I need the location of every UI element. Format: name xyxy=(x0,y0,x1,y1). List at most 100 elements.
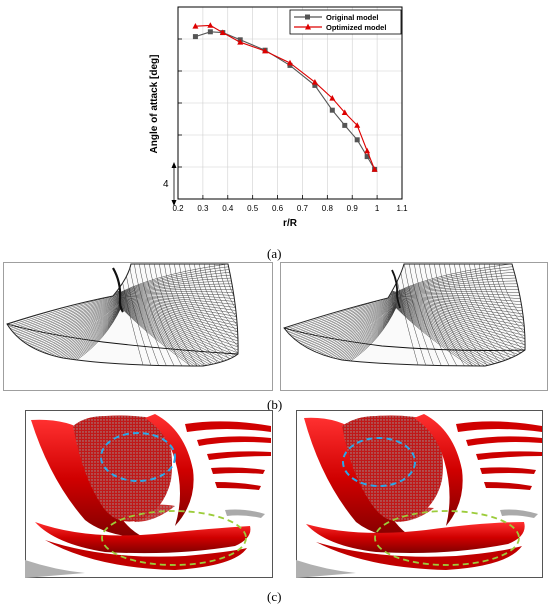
streamline xyxy=(223,264,239,366)
streamline xyxy=(7,301,239,362)
x-axis-label: r/R xyxy=(283,218,298,229)
streamline xyxy=(418,264,461,366)
streamline xyxy=(284,306,526,366)
streamline xyxy=(284,297,526,338)
streamline xyxy=(173,264,234,366)
point-optimized xyxy=(341,109,348,115)
streamline xyxy=(284,293,526,331)
streamline xyxy=(133,264,170,366)
highlight-ellipse-green xyxy=(101,510,247,566)
point-original xyxy=(354,137,360,143)
streamline xyxy=(284,294,526,333)
streamline xyxy=(443,264,501,366)
legend-original: Original model xyxy=(326,13,379,22)
x-tick-label: 1.1 xyxy=(396,204,408,213)
streamline xyxy=(284,296,526,337)
point-original xyxy=(192,34,198,40)
streamline xyxy=(284,295,526,335)
point-optimized xyxy=(329,95,336,101)
streamline xyxy=(198,264,239,366)
streamline xyxy=(438,264,493,366)
streamline xyxy=(7,300,239,355)
x-tick-label: 1 xyxy=(375,204,380,213)
streamline xyxy=(284,300,526,355)
x-tick-label: 0.7 xyxy=(297,204,309,213)
y-scale-arrow-down-icon xyxy=(171,200,177,206)
streamline xyxy=(413,264,453,366)
legend-triangle-marker-icon xyxy=(305,23,311,30)
point-optimized xyxy=(311,79,318,85)
streamline xyxy=(143,264,186,366)
streamline xyxy=(284,299,526,348)
streamline xyxy=(7,300,239,357)
streamline xyxy=(7,301,239,360)
point-original xyxy=(342,122,348,128)
point-original xyxy=(329,107,335,113)
point-optimized xyxy=(262,47,269,54)
point-optimized xyxy=(192,23,199,29)
streamline-image-original xyxy=(3,262,273,391)
chart-grid xyxy=(178,7,402,199)
streamline xyxy=(284,298,526,345)
streamline xyxy=(284,302,526,365)
aoa-chart: 0.2 0.3 0.4 0.5 0.6 0.7 0.8 0.9 1 1.1 r/R Angle o… xyxy=(149,6,408,229)
streamline xyxy=(284,303,526,366)
streamline xyxy=(218,264,239,366)
streamline xyxy=(408,264,445,366)
streamline xyxy=(153,264,202,366)
panel-a-caption: (a) xyxy=(267,246,282,261)
streamline xyxy=(7,302,239,365)
point-original xyxy=(207,29,213,35)
point-optimized xyxy=(219,29,226,35)
streamline xyxy=(284,302,526,366)
streamline xyxy=(284,307,526,366)
streamline xyxy=(128,264,162,366)
streamline xyxy=(428,264,477,366)
point-optimized xyxy=(371,166,378,172)
highlight-ellipse-blue xyxy=(100,432,176,482)
streamline xyxy=(284,298,526,343)
streamline-image-optimized xyxy=(280,262,548,391)
streamline xyxy=(473,264,526,366)
panel-b-caption: (b) xyxy=(267,397,283,412)
streamline xyxy=(188,264,239,366)
streamline xyxy=(138,264,178,366)
streamline xyxy=(163,264,218,366)
plot-frame xyxy=(177,6,403,200)
streamline xyxy=(284,297,526,340)
streamline xyxy=(478,264,526,366)
series-line xyxy=(195,31,376,170)
vortex-image-optimized xyxy=(296,410,543,578)
streamline xyxy=(158,264,210,366)
streamline xyxy=(284,301,526,362)
streamline xyxy=(284,303,526,366)
legend-optimized: Optimized model xyxy=(326,23,386,32)
chart-series xyxy=(192,22,378,172)
streamline xyxy=(284,303,526,366)
legend-square-marker-icon xyxy=(305,14,310,20)
streamline xyxy=(284,302,526,364)
streamline xyxy=(284,299,526,352)
point-optimized xyxy=(354,122,361,128)
streamline xyxy=(203,264,239,366)
vortex-image-original xyxy=(25,410,273,578)
x-tick-label: 0.3 xyxy=(197,204,209,213)
streamline xyxy=(493,264,526,366)
point-optimized xyxy=(364,147,371,154)
streamline xyxy=(7,299,239,348)
x-tick-label: 0.2 xyxy=(172,204,184,213)
streamline xyxy=(208,264,239,366)
x-tick-label: 0.6 xyxy=(272,204,284,213)
x-tick-label: 0.8 xyxy=(322,204,334,213)
streamline xyxy=(284,306,526,366)
y-scale-arrow-up-icon xyxy=(171,162,177,168)
x-tick-label: 0.5 xyxy=(247,204,259,213)
streamline xyxy=(168,264,226,366)
streamline xyxy=(284,301,526,359)
streamline xyxy=(284,307,526,366)
series-line xyxy=(195,24,376,170)
streamline xyxy=(423,264,469,366)
point-original xyxy=(364,154,370,160)
x-tick-label: 0.9 xyxy=(347,204,359,213)
streamline xyxy=(448,264,509,366)
